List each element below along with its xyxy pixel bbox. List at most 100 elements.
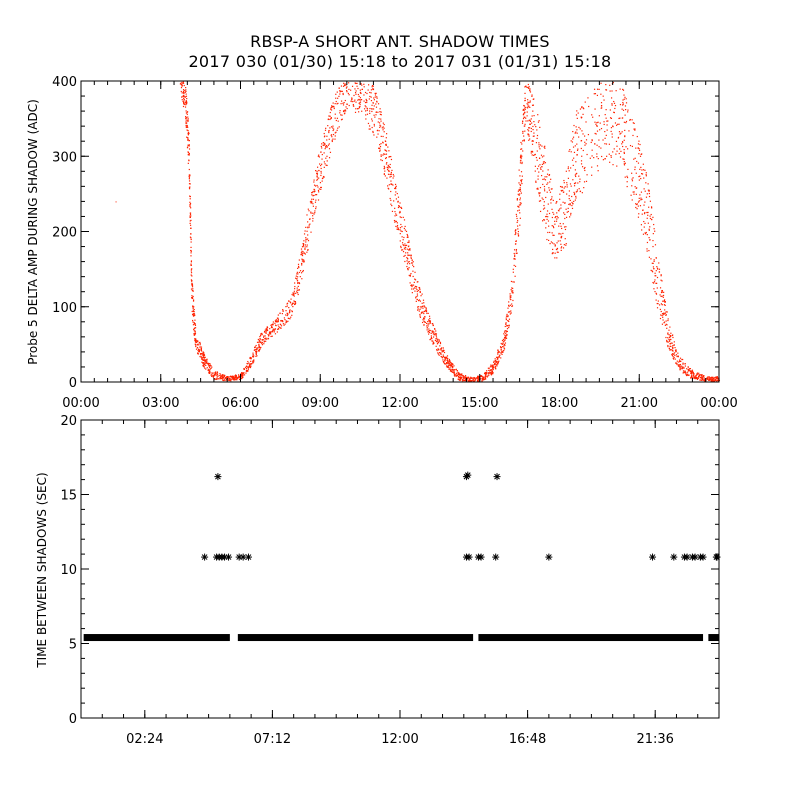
data-point [192, 288, 194, 290]
data-point [633, 128, 635, 130]
data-point [668, 347, 671, 349]
data-point [399, 229, 401, 231]
data-point [703, 380, 706, 382]
data-point [329, 127, 331, 129]
data-point [549, 191, 552, 193]
data-point [426, 329, 428, 331]
data-point [637, 205, 639, 207]
data-point [453, 371, 455, 374]
data-point [372, 131, 374, 134]
data-point [580, 147, 582, 150]
data-point [536, 150, 538, 152]
data-point [185, 122, 187, 125]
data-point [365, 98, 367, 101]
data-point [525, 106, 527, 109]
data-point [436, 339, 438, 341]
data-point [553, 213, 555, 215]
data-point [551, 216, 553, 219]
data-point [568, 203, 570, 206]
data-point [647, 189, 649, 191]
data-point [716, 379, 719, 382]
data-point [543, 185, 546, 188]
data-point [325, 157, 327, 159]
data-point [682, 372, 684, 374]
data-point [194, 340, 197, 342]
data-point [643, 188, 645, 190]
data-point [311, 191, 314, 193]
data-point [653, 268, 655, 270]
data-point [651, 270, 653, 272]
data-point [517, 234, 520, 236]
data-point [383, 173, 385, 175]
data-point [519, 224, 521, 226]
data-point [651, 207, 653, 209]
data-point [466, 377, 468, 379]
data-point [700, 379, 702, 381]
data-point [595, 123, 597, 125]
data-point [187, 138, 189, 140]
data-point [575, 175, 577, 178]
data-point [202, 354, 204, 357]
data-point [539, 148, 541, 150]
data-point [329, 111, 331, 114]
data-point [541, 145, 543, 147]
data-point [320, 151, 322, 153]
data-point [523, 140, 525, 142]
data-point [594, 132, 596, 135]
data-point [709, 378, 711, 380]
data-point [390, 183, 392, 185]
data-point [229, 378, 231, 380]
data-point [464, 377, 466, 379]
data-point [428, 321, 430, 323]
data-point [700, 377, 702, 379]
data-point [505, 330, 507, 332]
data-point [668, 339, 671, 341]
data-point [326, 155, 328, 157]
data-point [648, 229, 650, 231]
data-point [661, 314, 663, 317]
data-point [196, 340, 198, 343]
data-point [321, 180, 323, 182]
data-point [416, 293, 419, 295]
data-point [202, 353, 204, 355]
data-point [695, 377, 698, 379]
data-point [515, 233, 517, 235]
data-point [584, 135, 586, 137]
data-point [641, 198, 643, 200]
data-point [506, 325, 508, 327]
data-point [715, 377, 717, 379]
data-point [442, 349, 444, 352]
data-point [512, 299, 514, 302]
data-point [368, 128, 370, 130]
data-point [202, 354, 204, 356]
data-point [513, 281, 515, 283]
data-point [519, 156, 522, 159]
data-point [215, 374, 217, 376]
data-point [404, 225, 406, 228]
data-point [687, 373, 689, 375]
data-point [543, 161, 545, 163]
data-point [302, 243, 305, 246]
data-point [539, 164, 541, 166]
data-point [255, 351, 257, 353]
data-point [517, 225, 519, 227]
data-point [331, 105, 334, 107]
x-tick-label: 15:00 [461, 396, 498, 411]
data-point [269, 328, 271, 330]
data-point [656, 302, 658, 305]
data-point [696, 373, 698, 375]
data-point [441, 357, 444, 359]
data-point [291, 303, 294, 305]
data-point [539, 210, 542, 213]
data-point [619, 117, 621, 119]
data-point [483, 378, 485, 380]
data-point [508, 305, 510, 307]
data-point [522, 113, 525, 116]
data-point [444, 363, 446, 365]
data-point [629, 119, 631, 121]
data-point [424, 321, 426, 323]
data-point [234, 376, 236, 378]
data-point [365, 118, 367, 120]
data-point [373, 99, 376, 101]
data-point [188, 132, 190, 135]
